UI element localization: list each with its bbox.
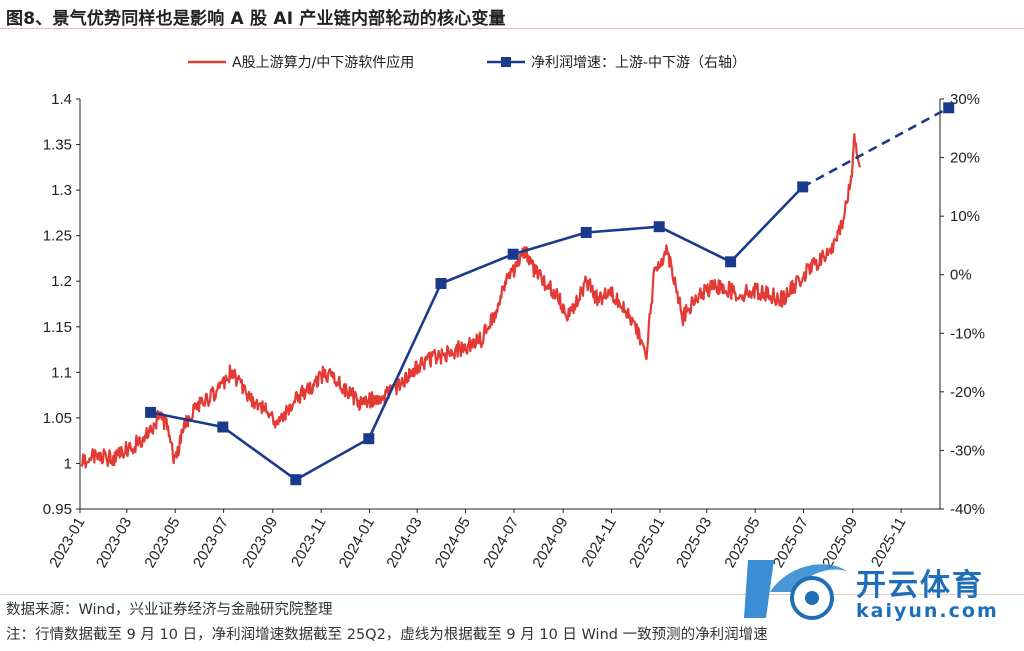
y-left-tick-label: 1.4	[51, 91, 72, 108]
chart-title: 图8、景气优势同样也是影响 A 股 AI 产业链内部轮动的核心变量	[6, 9, 506, 29]
blue-series-line	[150, 185, 804, 481]
x-tick-label: 2024-05	[432, 515, 474, 571]
blue-series-marker	[145, 406, 157, 418]
watermark-domain: kaiyun.com	[856, 600, 999, 622]
y-right-tick-label: 10%	[950, 208, 980, 225]
chart: A股上游算力/中下游软件应用 净利润增速：上游-中下游（右轴） 0.95 1 1.0…	[43, 54, 985, 571]
x-tick-label: 2023-07	[190, 515, 232, 571]
x-tick-label: 2024-03	[383, 515, 425, 571]
y-left-tick-label: 1.1	[51, 364, 72, 381]
footnote: 注：行情数据截至 9 月 10 日，净利润增速数据截至 25Q2，虚线为根据截至…	[6, 627, 768, 643]
y-left-tick-label: 1.35	[43, 137, 72, 154]
watermark-k-glyph	[744, 560, 774, 618]
watermark-logo	[744, 560, 848, 620]
blue-series-marker	[653, 221, 665, 233]
y-left-tick-label: 0.95	[43, 501, 72, 518]
blue-series-marker	[363, 433, 375, 445]
x-tick-label: 2023-05	[141, 515, 183, 571]
y-right-tick-label: 0%	[950, 267, 972, 284]
y-right-tick-label: -20%	[950, 384, 985, 401]
legend-label-blue: 净利润增速：上游-中下游（右轴）	[531, 55, 746, 71]
series-blue	[145, 102, 955, 486]
blue-series-marker	[435, 278, 447, 289]
y-left-tick-label: 1.3	[51, 182, 72, 199]
blue-series-marker	[797, 181, 809, 193]
blue-series-marker	[580, 227, 592, 238]
x-tick-label: 2023-01	[46, 515, 88, 571]
y-left-tick-label: 1.25	[43, 228, 72, 245]
x-tick-label: 2024-09	[529, 515, 571, 571]
y-right-tick-label: -30%	[950, 442, 985, 459]
watermark-swoosh	[770, 564, 848, 592]
x-tick-label: 2023-03	[93, 515, 135, 571]
y-right-tick-label: -40%	[950, 501, 985, 518]
y-right-tick-label: 20%	[950, 150, 980, 167]
y-left-tick-label: 1	[64, 455, 72, 472]
footer-divider	[0, 594, 1024, 595]
y-left-tick-label: 1.05	[43, 410, 72, 427]
legend: A股上游算力/中下游软件应用 净利润增速：上游-中下游（右轴）	[188, 54, 746, 71]
blue-series-marker	[725, 256, 737, 268]
y-left-tick-label: 1.15	[43, 319, 72, 336]
blue-series-marker	[217, 421, 229, 433]
y-right-tick-label: 30%	[950, 91, 980, 108]
blue-series-marker	[507, 248, 519, 260]
x-tick-label: 2024-11	[578, 515, 620, 570]
axes: 0.95 1 1.05 1.1 1.15 1.2 1.25 1.3 1.35 1.4 30% 20% 1…	[43, 91, 985, 571]
x-tick-label: 2023-09	[239, 515, 281, 571]
x-tick-label: 2023-11	[288, 515, 330, 570]
blue-series-marker	[290, 474, 302, 486]
blue-series-marker	[943, 102, 955, 114]
series-red	[80, 133, 861, 469]
red-series-line	[80, 133, 861, 469]
x-tick-label: 2024-07	[480, 515, 522, 571]
x-tick-label: 2025-01	[626, 515, 668, 571]
y-left-tick-label: 1.2	[51, 273, 72, 290]
source-note: 数据来源：Wind，兴业证券经济与金融研究院整理	[6, 602, 333, 618]
blue-forecast-line	[802, 106, 950, 189]
legend-label-red: A股上游算力/中下游软件应用	[232, 54, 414, 71]
x-tick-label: 2024-01	[336, 515, 378, 571]
y-right-tick-label: -10%	[950, 325, 985, 342]
legend-marker-blue	[501, 57, 511, 67]
title-divider	[0, 28, 1024, 29]
watermark-ball-core	[805, 591, 819, 605]
x-tick-label: 2025-03	[673, 515, 715, 571]
watermark-brand: 开云体育	[856, 568, 984, 603]
